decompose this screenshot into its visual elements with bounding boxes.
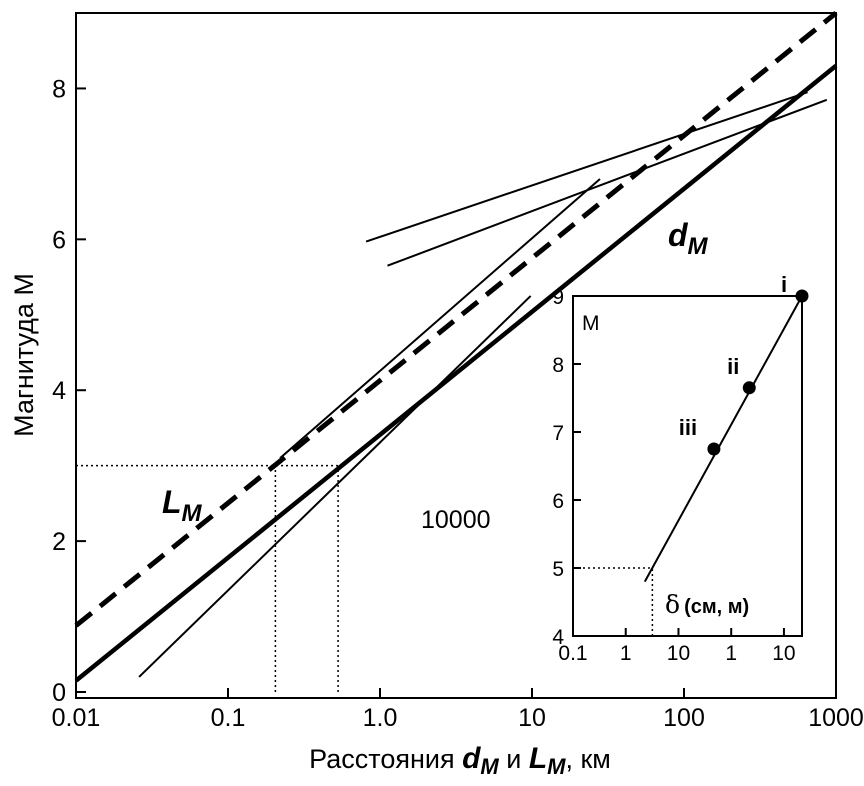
inset-data-point (707, 442, 721, 456)
inset-y-tick-label: 4 (552, 626, 564, 649)
inset-x-tick-label: 1 (620, 642, 632, 665)
main-x-axis-title: Расстояния dM и LM, км (309, 742, 611, 779)
series-line-dm (74, 64, 838, 683)
x-tick-label: 100 (663, 704, 705, 732)
main-series (74, 11, 838, 683)
x-tick-label: 0.01 (52, 704, 101, 732)
label-10000: 10000 (421, 506, 491, 534)
label-dm: dM (668, 217, 709, 260)
inset-x-axis-title: δ (см, м) (665, 590, 749, 619)
inset-data-point (742, 381, 756, 395)
y-tick-label: 0 (52, 679, 66, 707)
x-tick-label: 10 (518, 704, 546, 732)
x-tick-label: 1.0 (363, 704, 398, 732)
inset-x-tick-label: 1 (725, 642, 737, 665)
series-line-thin (279, 178, 601, 459)
inset-x-tick-label: 10 (667, 642, 690, 665)
series-line-thin (138, 295, 532, 678)
inset-frame (572, 295, 803, 637)
inset-data-point (795, 289, 809, 303)
inset-point-label: ii (727, 354, 739, 379)
y-tick-label: 2 (52, 528, 66, 556)
inset-x-tick-label: 0.1 (558, 642, 587, 665)
inset-point-label: iii (679, 415, 697, 440)
inset-y-tick-label: 5 (552, 558, 564, 581)
y-tick-label: 4 (52, 377, 66, 405)
x-tick-label: 1000 (808, 704, 864, 732)
inset-reference-lines (573, 567, 654, 636)
main-plot-frame (75, 12, 837, 699)
series-line-thin (365, 91, 808, 243)
main-reference-lines (76, 464, 339, 692)
y-tick-label: 6 (52, 226, 66, 254)
y-tick-label: 8 (52, 75, 66, 103)
inset-axis-ticks: 0.1 1 10 1 10 4 5 6 7 8 9 (552, 286, 795, 665)
series-line-lm (74, 11, 838, 628)
inset-x-tick-label: 10 (772, 642, 795, 665)
inset-y-tick-label: 7 (552, 422, 564, 445)
inset-y-axis-title: М (582, 312, 600, 335)
x-tick-label: 0.1 (211, 704, 246, 732)
label-lm: LM (162, 484, 203, 527)
inset-fit-line (643, 295, 803, 583)
inset-y-tick-label: 9 (552, 286, 564, 309)
inset-y-tick-label: 6 (552, 490, 564, 513)
main-y-axis-title: Магнитуда М (9, 273, 39, 437)
inset-point-label: i (781, 272, 787, 297)
series-line-thin (387, 98, 828, 267)
inset-y-tick-label: 8 (552, 354, 564, 377)
